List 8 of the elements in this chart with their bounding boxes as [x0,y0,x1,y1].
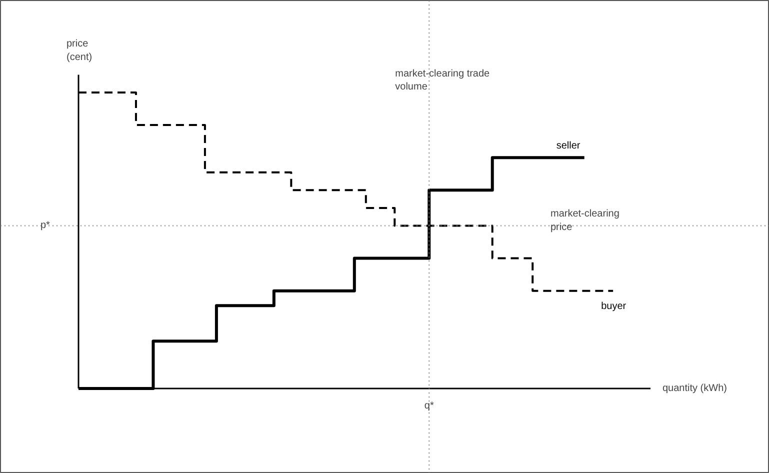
annotation: market-clearing trade volume [395,68,490,92]
text: q* [424,400,434,412]
series-label: seller [556,140,581,152]
ref-line-label: p* [40,220,50,232]
series-label: buyer [601,300,627,312]
annotation: market-clearing price [550,208,620,233]
y-axis-title: price (cent) [66,38,92,63]
x-axis-title: quantity (kWh) [662,383,727,394]
